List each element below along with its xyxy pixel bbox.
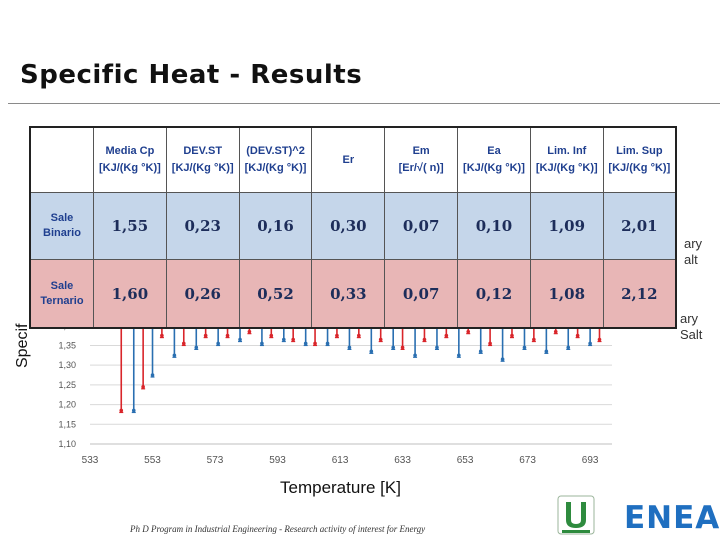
results-table: Media Cp [KJ/(Kg °K)] DEV.ST [KJ/(Kg °K)] …	[29, 126, 677, 329]
legend-binary-label: ary alt	[684, 236, 702, 268]
enea-logo: ENEA	[624, 500, 720, 536]
table-row-sale-binario: Sale Binario 1,55 0,23 0,16 0,30 0,07 0,1…	[29, 191, 677, 261]
y-tick-label: 1,25	[58, 380, 76, 390]
legend-binary-line1: ary	[684, 236, 703, 251]
table-header-cell: Lim. Inf [KJ/(Kg °K)]	[529, 126, 604, 193]
title-divider	[8, 103, 720, 104]
table-cell: 1,09	[529, 191, 604, 261]
x-tick-label: 613	[332, 455, 349, 466]
x-axis-label: Temperature [K]	[280, 478, 401, 497]
table-header-cell: Er	[311, 126, 386, 193]
y-axis-label: Specif	[14, 323, 31, 368]
x-tick-label: 593	[269, 455, 286, 466]
x-tick-label: 573	[207, 455, 224, 466]
table-corner-cell	[29, 126, 94, 193]
table-cell: 0,07	[384, 259, 459, 329]
legend-ternary-line2: Salt	[680, 327, 703, 342]
y-tick-label: 1,15	[58, 419, 76, 429]
table-header-cell: Lim. Sup [KJ/(Kg °K)]	[602, 126, 677, 193]
x-tick-label: 633	[394, 455, 411, 466]
x-tick-label: 553	[144, 455, 161, 466]
x-tick-label: 533	[82, 455, 99, 466]
university-logo-icon	[557, 495, 595, 535]
table-header-row: Media Cp [KJ/(Kg °K)] DEV.ST [KJ/(Kg °K)] …	[29, 126, 677, 193]
legend-ternary-line1: ary	[680, 311, 699, 326]
y-tick-label: 1,20	[58, 400, 76, 410]
table-header-cell: Ea [KJ/(Kg °K)]	[457, 126, 531, 193]
table-cell: 0,12	[457, 259, 531, 329]
y-tick-label: 1,10	[58, 439, 76, 449]
table-cell: 0,26	[165, 259, 240, 329]
table-cell: 0,10	[457, 191, 531, 261]
table-row-sale-ternario: Sale Ternario 1,60 0,26 0,52 0,33 0,07 0,…	[29, 259, 677, 329]
table-cell: 0,07	[384, 191, 459, 261]
table-cell: 1,55	[93, 191, 167, 261]
table-header-cell: Em [Er/√( n)]	[384, 126, 459, 193]
row-label-sale-ternario: Sale Ternario	[29, 259, 94, 329]
x-tick-label: 673	[519, 455, 536, 466]
table-cell: 2,01	[602, 191, 677, 261]
table-header-cell: (DEV.ST)^2 [KJ/(Kg °K)]	[238, 126, 313, 193]
table-cell: 0,30	[311, 191, 386, 261]
table-cell: 0,16	[238, 191, 313, 261]
row-label-sale-binario: Sale Binario	[29, 191, 94, 261]
y-tick-label: 1,30	[58, 360, 76, 370]
table-cell: 2,12	[602, 259, 677, 329]
y-tick-label: 1,35	[58, 340, 76, 350]
table-cell: 0,52	[238, 259, 313, 329]
table-cell: 0,33	[311, 259, 386, 329]
legend-binary-line2: alt	[684, 252, 698, 267]
table-cell: 1,08	[529, 259, 604, 329]
legend-ternary-label: ary Salt	[680, 311, 702, 343]
table-cell: 0,23	[165, 191, 240, 261]
x-tick-label: 653	[457, 455, 474, 466]
slide-title: Specific Heat - Results	[20, 60, 363, 90]
table-cell: 1,60	[93, 259, 167, 329]
table-header-cell: Media Cp [KJ/(Kg °K)]	[93, 126, 167, 193]
footer-note: Ph D Program in Industrial Engineering -…	[130, 524, 426, 534]
x-tick-label: 693	[582, 455, 599, 466]
table-header-cell: DEV.ST [KJ/(Kg °K)]	[165, 126, 240, 193]
